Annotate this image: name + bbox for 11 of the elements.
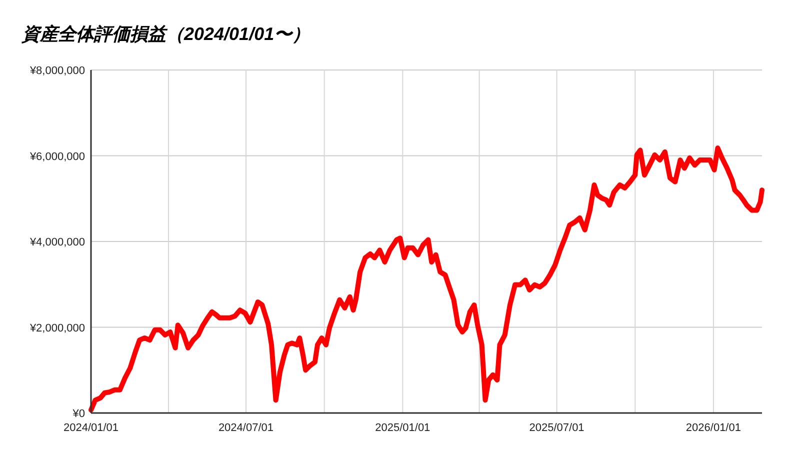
x-tick-label: 2026/01/01 — [686, 422, 741, 434]
x-tick-label: 2024/07/01 — [218, 422, 274, 434]
y-tick-label: ¥0 — [72, 408, 85, 420]
y-tick-label: ¥6,000,000 — [28, 150, 85, 163]
y-tick-label: ¥4,000,000 — [28, 236, 85, 248]
x-tick-label: 2024/01/01 — [63, 422, 119, 434]
y-tick-label: ¥8,000,000 — [28, 65, 85, 77]
chart-title: 資産全体評価損益（2024/01/01〜） — [21, 24, 310, 44]
y-tick-label: ¥2,000,000 — [28, 322, 85, 334]
x-tick-label: 2025/07/01 — [529, 422, 584, 434]
x-tick-label: 2025/01/01 — [375, 422, 430, 434]
